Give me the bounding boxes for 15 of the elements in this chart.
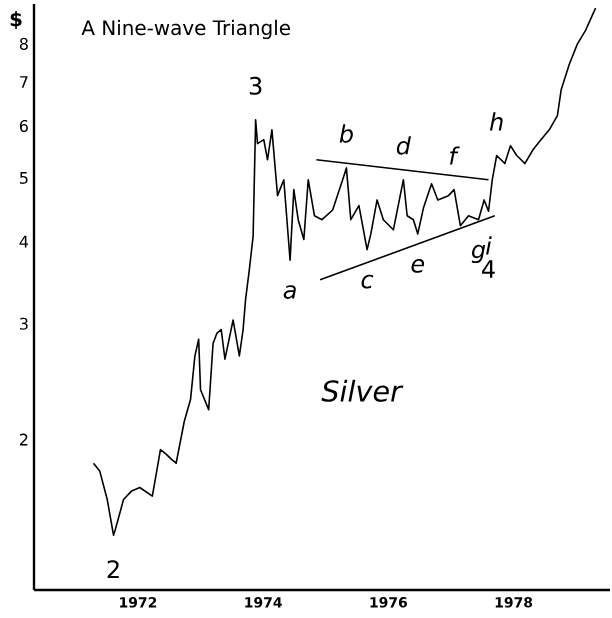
annotation: f: [450, 146, 460, 165]
annotation: d: [396, 136, 412, 155]
annotation: a: [283, 285, 296, 299]
text: A Nine-wave Triangle: [81, 19, 290, 40]
annotation: 4: [482, 260, 495, 278]
annotation: b: [339, 124, 353, 143]
annotation: h: [489, 112, 503, 131]
annotation: e: [411, 258, 425, 273]
y-axis-title: $: [10, 11, 22, 30]
annotation: c: [361, 274, 374, 289]
annotation: g: [471, 244, 486, 264]
annotation: 2: [107, 560, 119, 578]
annotation: 3: [249, 76, 262, 95]
annotation: i: [486, 236, 492, 255]
annotation: Silver: [321, 379, 404, 402]
